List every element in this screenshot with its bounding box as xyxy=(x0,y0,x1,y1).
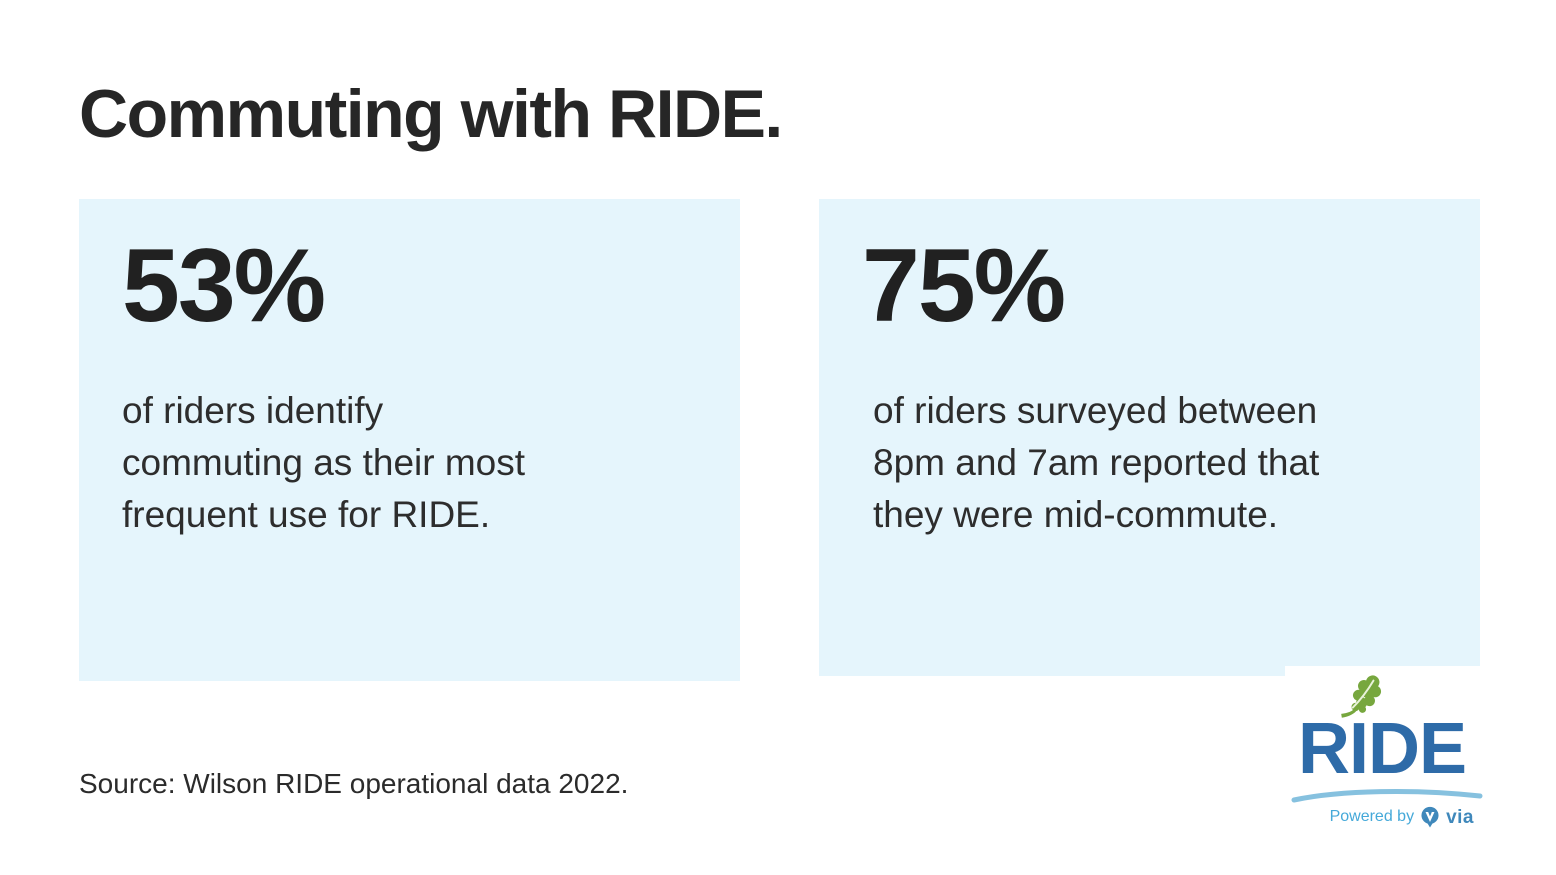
page-title: Commuting with RIDE. xyxy=(79,76,783,152)
ride-logo: RIDE Powered by via xyxy=(1285,666,1488,842)
oak-leaf-icon xyxy=(1337,671,1391,729)
powered-by-row: Powered by via xyxy=(1330,806,1474,828)
source-note: Source: Wilson RIDE operational data 202… xyxy=(79,768,629,799)
stat-card-night-commute: 75% of riders surveyed between 8pm and 7… xyxy=(819,199,1480,676)
stat-value: 75% xyxy=(862,228,1066,344)
via-wordmark: via xyxy=(1446,806,1474,828)
powered-by-label: Powered by xyxy=(1329,808,1415,825)
stat-value: 53% xyxy=(122,228,326,344)
stat-description: of riders identify commuting as their mo… xyxy=(122,390,526,535)
wave-underline-icon xyxy=(1291,788,1483,804)
via-pin-icon xyxy=(1420,806,1440,828)
stat-card-commute-share: 53% of riders identify commuting as thei… xyxy=(79,199,740,681)
stat-description: of riders surveyed between 8pm and 7am r… xyxy=(873,390,1320,535)
ride-wordmark: RIDE xyxy=(1298,709,1467,789)
